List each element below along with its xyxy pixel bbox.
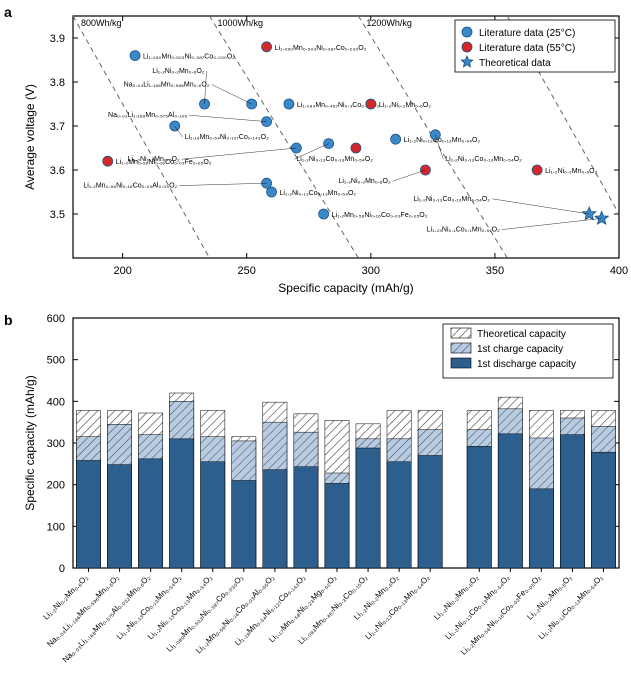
bar-discharge: [139, 459, 163, 568]
svg-text:Li₁.₂Ni₀.₂Mn₀.₆O₂: Li₁.₂Ni₀.₂Mn₀.₆O₂: [545, 168, 597, 175]
svg-text:100: 100: [47, 521, 65, 533]
bar-discharge: [356, 448, 380, 568]
svg-text:Li₁.₂Ni₀.₁₃Co₀.₁₃Mn₀.₅₄O₂: Li₁.₂Ni₀.₁₃Co₀.₁₃Mn₀.₅₄O₂: [404, 137, 481, 144]
bar-discharge: [170, 439, 194, 568]
svg-text:3.9: 3.9: [50, 33, 65, 45]
svg-text:Li₁.₂Ni₀.₁₃Co₀.₁₃Mn₀.₅₄O₂: Li₁.₂Ni₀.₁₃Co₀.₁₃Mn₀.₅₄O₂: [413, 196, 490, 203]
bar-discharge: [529, 489, 553, 568]
bar-discharge: [467, 446, 491, 568]
svg-text:Li₁.₂Ni₀.₂Mn₀.₆O₂: Li₁.₂Ni₀.₂Mn₀.₆O₂: [338, 178, 390, 185]
panel-b-label: b: [4, 312, 13, 328]
bar-discharge: [498, 434, 522, 568]
svg-text:3.7: 3.7: [50, 121, 65, 133]
svg-text:Li₁.₂Ni₀.₂Mn₀.₆O₂: Li₁.₂Ni₀.₂Mn₀.₆O₂: [379, 102, 431, 109]
bar-discharge: [560, 435, 584, 568]
svg-text:3.8: 3.8: [50, 77, 65, 89]
svg-text:Li₁.₂Mn₀.₅₆Ni₀.₁₆Co₀.₀₃Al₀.₀₅O: Li₁.₂Mn₀.₅₆Ni₀.₁₆Co₀.₀₃Al₀.₀₅O₂: [83, 183, 177, 190]
bar-discharge: [591, 452, 615, 568]
svg-text:400: 400: [47, 396, 65, 408]
svg-text:Li₁.₂Mn₀.₅₆Ni₀.₁₆Co₀.₀₃Fe₀.₀₅O: Li₁.₂Mn₀.₅₆Ni₀.₁₆Co₀.₀₃Fe₀.₀₅O₂: [116, 159, 212, 166]
svg-text:Li₁.₂Ni₀.₁₃Co₀.₁₃Mn₀.₅₄O₂: Li₁.₂Ni₀.₁₃Co₀.₁₃Mn₀.₅₄O₂: [445, 156, 522, 163]
svg-text:400: 400: [610, 265, 628, 277]
svg-text:Na₀.₀₃Li₁.₁₆₈Mn₀.₅₇₅Al₀.₁₀₉: Na₀.₀₃Li₁.₁₆₈Mn₀.₅₇₅Al₀.₁₀₉: [108, 112, 187, 119]
bar-chart: 0 100 200 300 400 500 600 Specific capacity (mA…: [18, 312, 629, 688]
svg-text:Literature data (25°C): Literature data (25°C): [479, 28, 575, 39]
svg-text:250: 250: [238, 265, 256, 277]
svg-text:Li₁.₁₉Mn₀.₅₄Ni₀.₁₂₇Co₀.₁₄₃O₂: Li₁.₁₉Mn₀.₅₄Ni₀.₁₂₇Co₀.₁₄₃O₂: [185, 134, 269, 141]
svg-text:Average voltage (V): Average voltage (V): [23, 84, 37, 190]
bar-discharge: [387, 462, 411, 568]
bar-discharge: [294, 467, 318, 568]
svg-text:Li₁.₂₃Ni₀.₁Co₀.₁Mn₀.₅₇O₂: Li₁.₂₃Ni₀.₁Co₀.₁Mn₀.₅₇O₂: [427, 227, 501, 234]
svg-text:Li₁.₂Ni₀.₁₃Co₀.₁₃Mn₀.₅₄O₂: Li₁.₂Ni₀.₁₃Co₀.₁₃Mn₀.₅₄O₂: [296, 156, 373, 163]
bar-discharge: [418, 456, 442, 569]
svg-text:Specific capacity (mAh/g): Specific capacity (mAh/g): [23, 375, 37, 510]
svg-text:Literature data (55°C): Literature data (55°C): [479, 43, 575, 54]
svg-text:1st charge capacity: 1st charge capacity: [477, 344, 563, 355]
svg-text:Li₁.₂Ni₀.₂Mn₀.₆O₂: Li₁.₂Ni₀.₂Mn₀.₆O₂: [152, 68, 204, 75]
bar-x-label: Li₁.₂Ni₀.₁₃Co₀.₁₃Mn₀.₅₄O₂: [537, 573, 605, 641]
svg-text:0: 0: [59, 563, 65, 575]
bar-discharge: [201, 462, 225, 568]
svg-text:Li₁.₀₈₀Mn₀.₅₀₃Ni₀.₃₈₇Co₀.₀₃₀O₂: Li₁.₀₈₀Mn₀.₅₀₃Ni₀.₃₈₇Co₀.₀₃₀O₂: [275, 45, 367, 52]
svg-text:350: 350: [486, 265, 504, 277]
bar-discharge: [232, 481, 256, 569]
svg-text:500: 500: [47, 355, 65, 367]
svg-text:1200Wh/kg: 1200Wh/kg: [366, 18, 412, 28]
svg-text:3.6: 3.6: [50, 165, 65, 177]
svg-text:Theoretical capacity: Theoretical capacity: [477, 329, 566, 340]
bar-discharge: [325, 483, 349, 568]
svg-text:800Wh/kg: 800Wh/kg: [81, 18, 122, 28]
bar-discharge: [263, 470, 287, 568]
svg-text:Li₁.₀₈₀Mn₀.₅₀₃Ni₀.₃₈₇Co₀.₀₃₀O₂: Li₁.₀₈₀Mn₀.₅₀₃Ni₀.₃₈₇Co₀.₀₃₀O₂: [143, 54, 235, 61]
svg-text:600: 600: [47, 313, 65, 325]
svg-text:3.5: 3.5: [50, 209, 65, 221]
svg-text:Li₁.₂Mn₀.₅₆Ni₀.₁₆Co₀.₀₃Fe₀.₀₅O: Li₁.₂Mn₀.₅₆Ni₀.₁₆Co₀.₀₃Fe₀.₀₅O₂: [332, 212, 428, 219]
svg-text:300: 300: [362, 265, 380, 277]
svg-text:300: 300: [47, 438, 65, 450]
panel-a-label: a: [4, 4, 12, 20]
svg-text:1000Wh/kg: 1000Wh/kg: [218, 18, 264, 28]
svg-text:200: 200: [113, 265, 131, 277]
svg-text:Li₁.₂Ni₀.₁₃Co₀.₁₃Mn₀.₅₄O₂: Li₁.₂Ni₀.₁₃Co₀.₁₃Mn₀.₅₄O₂: [280, 190, 357, 197]
bar-discharge: [76, 461, 100, 569]
svg-text:200: 200: [47, 480, 65, 492]
svg-text:Na₀.₀₄Li₁.₁₉₆Mn₀.₅₉₆Mn₀.₆O₂: Na₀.₀₄Li₁.₁₉₆Mn₀.₅₉₆Mn₀.₆O₂: [124, 81, 210, 88]
bar-x-label: Li₁.₂Ni₀.₁₃Co₀.₁₃Mn₀.₅₄O₂: [363, 573, 431, 641]
scatter-chart: 200 250 300 350 400 3.5 3.6 3.7 3.8 3.9 Specific c…: [18, 2, 629, 310]
svg-text:Specific capacity (mAh/g): Specific capacity (mAh/g): [278, 281, 413, 295]
bar-discharge: [107, 465, 131, 568]
svg-text:1st discharge capacity: 1st discharge capacity: [477, 359, 576, 370]
svg-text:Theoretical data: Theoretical data: [479, 58, 551, 69]
